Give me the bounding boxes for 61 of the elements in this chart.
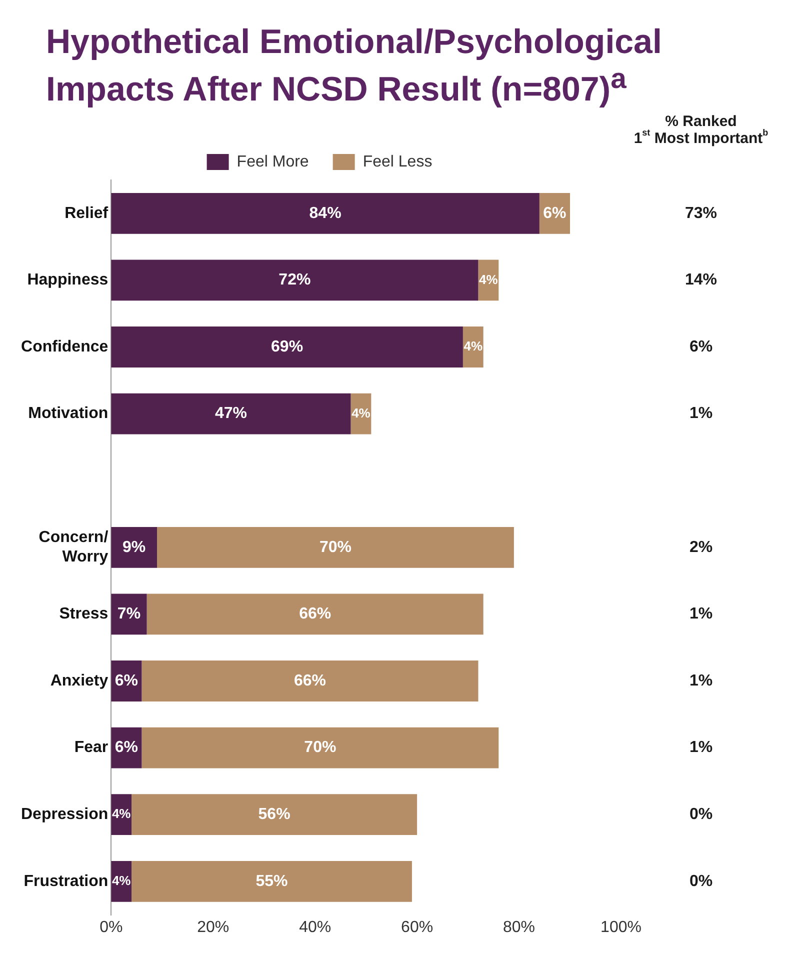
bar [111, 526, 158, 568]
text: 0% [689, 872, 713, 890]
bar [111, 192, 540, 234]
y-tick-label: Motivation [28, 405, 108, 422]
data-label: 69% [271, 338, 304, 356]
data-label: 7% [117, 606, 141, 623]
y-tick-label: Fear [74, 739, 108, 756]
text: 1% [689, 672, 713, 690]
data-label: 4% [112, 806, 132, 822]
y-tick-label: Relief [64, 204, 109, 222]
data-label: 9% [122, 538, 146, 556]
bar [111, 594, 147, 635]
bar [111, 326, 463, 368]
data-label: 4% [479, 272, 498, 287]
y-tick-label: Happiness [27, 272, 108, 289]
data-label: 55% [256, 872, 288, 890]
y-tick-label: Anxiety [50, 672, 108, 690]
legend-label: Feel Less [362, 153, 432, 170]
data-label: 4% [464, 338, 483, 354]
data-label: 70% [319, 538, 352, 556]
x-tick-label: 60% [401, 918, 434, 936]
data-label: 70% [304, 739, 336, 756]
data-label: 6% [543, 204, 566, 222]
data-label: 6% [114, 672, 138, 690]
legend-label: Feel More [236, 153, 309, 170]
data-label: 47% [214, 405, 247, 422]
bar [142, 727, 499, 768]
text: 0% [689, 806, 713, 823]
y-tick-label: Concern/ Worry [38, 529, 109, 566]
bar [132, 860, 412, 902]
data-label: 4% [112, 872, 132, 888]
x-tick-label: 80% [503, 918, 536, 936]
x-tick-label: 100% [600, 918, 642, 936]
bar [111, 260, 478, 301]
text: 1% [689, 739, 713, 756]
text: 14% [684, 272, 718, 289]
x-tick-label: 0% [100, 918, 123, 936]
y-tick-label: Depression [21, 806, 108, 823]
y-tick-label: Frustration [24, 872, 108, 890]
y-tick-label: Confidence [21, 338, 108, 356]
bar [142, 660, 478, 702]
text: 73% [684, 204, 718, 222]
text: 1% [689, 405, 713, 422]
text: 6% [689, 338, 713, 356]
chart-title: Hypothetical Emotional/Psychological Impacts After NCSD Result (n=807)$^{a}$ [45, 22, 663, 110]
text: 1% [689, 606, 713, 623]
data-label: 66% [299, 606, 332, 623]
y-tick-label: Stress [59, 606, 108, 623]
data-label: 6% [114, 739, 138, 756]
x-tick-label: 20% [197, 918, 230, 936]
bar [132, 794, 418, 835]
data-label: 4% [352, 405, 371, 420]
bar [157, 526, 514, 568]
data-label: 66% [294, 672, 326, 690]
data-label: 84% [309, 204, 342, 222]
bar [146, 594, 484, 635]
text: 2% [689, 538, 713, 556]
x-tick-label: 40% [299, 918, 332, 936]
data-label: 56% [258, 806, 290, 823]
data-label: 72% [278, 272, 311, 289]
bar [111, 393, 351, 434]
